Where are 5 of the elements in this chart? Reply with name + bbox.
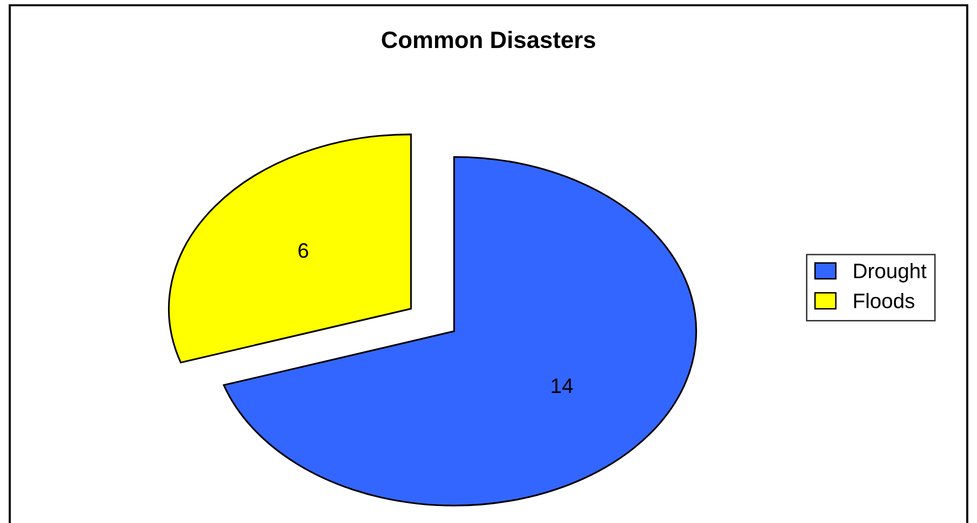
- chart-title: Common Disasters: [382, 30, 596, 48]
- data-label: 14: [552, 378, 573, 393]
- legend-label: Floods: [854, 292, 914, 308]
- data-label: 6: [298, 243, 308, 258]
- legend-label: Drought: [854, 263, 926, 282]
